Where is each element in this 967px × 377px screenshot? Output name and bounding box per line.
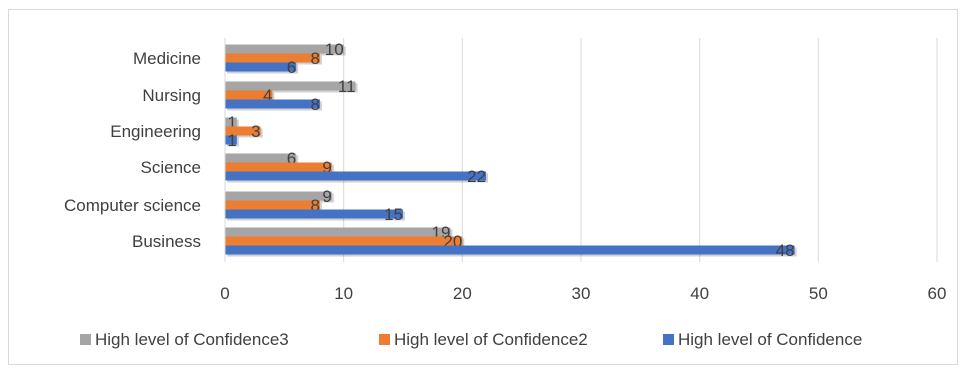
x-tick-label-10: 10: [334, 284, 353, 303]
data-label-nursing-series-3: 8: [310, 95, 319, 114]
legend-label-3: High level of Confidence: [678, 330, 862, 349]
data-label-engineering-series-2: 3: [251, 122, 260, 141]
data-label-engineering-series-3: 1: [227, 131, 236, 150]
category-label-science: Science: [141, 158, 201, 177]
data-label-computer-science-series-3: 15: [384, 205, 403, 224]
bar-science-series-3: [225, 171, 487, 181]
bar-business-series-3: [225, 245, 795, 255]
x-tick-label-20: 20: [453, 284, 472, 303]
bar-medicine-series-3: [225, 62, 297, 72]
legend-swatch-1: [80, 334, 91, 345]
bar-medicine-series-2: [225, 53, 320, 63]
bar-nursing-series-1: [225, 81, 356, 91]
bar-nursing-series-2: [225, 90, 273, 100]
data-label-engineering-series-1: 1: [227, 113, 236, 132]
bar-science-series-1: [225, 153, 297, 163]
bar-engineering-series-3: [225, 135, 237, 145]
bar-medicine-series-1: [225, 44, 344, 54]
bar-engineering-series-2: [225, 126, 261, 136]
data-label-business-series-3: 48: [776, 241, 795, 260]
category-label-nursing: Nursing: [142, 86, 201, 105]
data-label-science-series-1: 6: [287, 149, 296, 168]
data-label-science-series-2: 9: [322, 158, 331, 177]
bar-computer-science-series-1: [225, 191, 332, 201]
data-label-science-series-3: 22: [467, 167, 486, 186]
data-label-computer-science-series-2: 8: [310, 196, 319, 215]
bar-computer-science-series-3: [225, 209, 403, 219]
x-tick-label-50: 50: [809, 284, 828, 303]
x-tick-label-0: 0: [220, 284, 229, 303]
data-label-nursing-series-1: 11: [338, 77, 356, 96]
legend-label-1: High level of Confidence3: [95, 330, 289, 349]
bar-engineering-series-1: [225, 117, 237, 127]
data-label-medicine-series-2: 8: [310, 49, 319, 68]
data-label-medicine-series-1: 10: [325, 40, 344, 59]
x-tick-label-40: 40: [690, 284, 709, 303]
bar-computer-science-series-2: [225, 200, 320, 210]
category-label-engineering: Engineering: [110, 122, 201, 141]
category-label-computer-science: Computer science: [64, 196, 201, 215]
legend-swatch-3: [663, 334, 674, 345]
data-label-computer-science-series-1: 9: [322, 187, 331, 206]
category-label-business: Business: [132, 232, 201, 251]
x-tick-label-60: 60: [928, 284, 947, 303]
data-label-medicine-series-3: 6: [287, 58, 296, 77]
data-label-nursing-series-2: 4: [263, 86, 272, 105]
bar-business-series-1: [225, 227, 451, 237]
bar-nursing-series-3: [225, 99, 320, 109]
bar-business-series-2: [225, 236, 463, 246]
chart-frame: [8, 9, 958, 365]
bar-science-series-2: [225, 162, 332, 172]
x-tick-label-30: 30: [572, 284, 591, 303]
legend-swatch-2: [379, 334, 390, 345]
legend-label-2: High level of Confidence2: [394, 330, 588, 349]
category-label-medicine: Medicine: [133, 49, 201, 68]
